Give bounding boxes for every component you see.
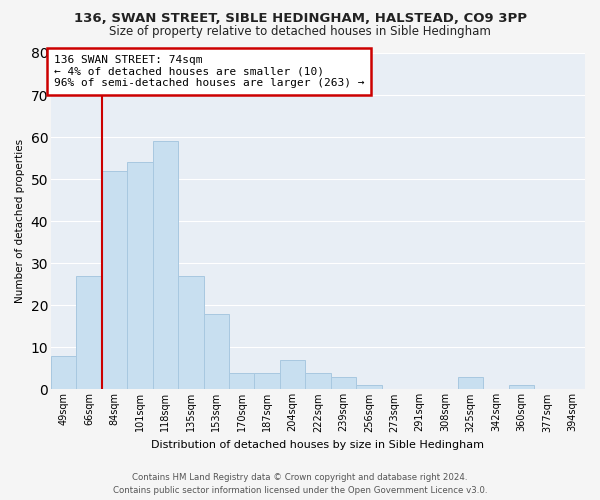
- Text: 136, SWAN STREET, SIBLE HEDINGHAM, HALSTEAD, CO9 3PP: 136, SWAN STREET, SIBLE HEDINGHAM, HALST…: [74, 12, 527, 26]
- Bar: [102, 170, 127, 390]
- Bar: [254, 372, 280, 390]
- Bar: [305, 372, 331, 390]
- Bar: [331, 377, 356, 390]
- Bar: [178, 276, 203, 390]
- Y-axis label: Number of detached properties: Number of detached properties: [15, 139, 25, 304]
- Bar: [203, 314, 229, 390]
- Bar: [152, 142, 178, 390]
- Bar: [76, 276, 102, 390]
- X-axis label: Distribution of detached houses by size in Sible Hedingham: Distribution of detached houses by size …: [151, 440, 484, 450]
- Text: Contains HM Land Registry data © Crown copyright and database right 2024.
Contai: Contains HM Land Registry data © Crown c…: [113, 473, 487, 495]
- Bar: [127, 162, 152, 390]
- Bar: [356, 385, 382, 390]
- Bar: [509, 385, 534, 390]
- Bar: [229, 372, 254, 390]
- Text: 136 SWAN STREET: 74sqm
← 4% of detached houses are smaller (10)
96% of semi-deta: 136 SWAN STREET: 74sqm ← 4% of detached …: [53, 55, 364, 88]
- Bar: [51, 356, 76, 390]
- Bar: [280, 360, 305, 390]
- Text: Size of property relative to detached houses in Sible Hedingham: Size of property relative to detached ho…: [109, 25, 491, 38]
- Bar: [458, 377, 483, 390]
